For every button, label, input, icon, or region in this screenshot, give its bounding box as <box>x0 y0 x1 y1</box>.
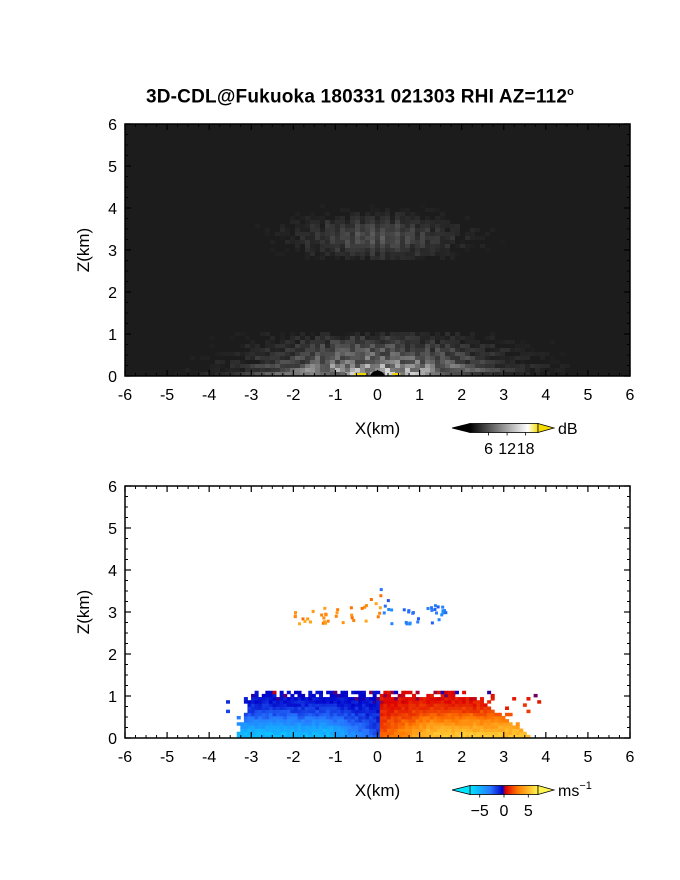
x-tick-label: -3 <box>244 387 258 404</box>
y-tick-label: 2 <box>108 647 117 664</box>
x-tick-label: -4 <box>202 387 216 404</box>
y-tick-label: 5 <box>108 159 117 176</box>
x-tick-label: -5 <box>160 749 174 766</box>
x-tick-label: 3 <box>499 749 508 766</box>
y-tick-label: 0 <box>108 369 117 386</box>
x-tick-label: 2 <box>457 749 466 766</box>
x-tick-label: -6 <box>118 749 132 766</box>
x-tick-label: -2 <box>286 387 300 404</box>
x-tick-label: 0 <box>373 749 382 766</box>
y-tick-label: 1 <box>108 327 117 344</box>
colorbar-1: 6 12 18 dB <box>451 421 578 458</box>
reflectivity-field <box>125 124 630 376</box>
colorbar-tick: 6 <box>484 441 493 458</box>
x-tick-label: -3 <box>244 749 258 766</box>
x-tick-label: 5 <box>583 387 592 404</box>
x-axis-label: X(km) <box>355 781 400 800</box>
y-tick-label: 4 <box>108 201 117 218</box>
y-tick-label: 6 <box>108 479 117 496</box>
y-axis-label: Z(km) <box>74 590 93 634</box>
y-tick-label: 6 <box>108 117 117 134</box>
y-tick-label: 2 <box>108 285 117 302</box>
colorbar-2: −5 0 5 ms−1 <box>451 780 592 820</box>
y-tick-label: 4 <box>108 563 117 580</box>
x-tick-label: 3 <box>499 387 508 404</box>
x-tick-label: 1 <box>415 749 424 766</box>
x-tick-label: 6 <box>626 749 635 766</box>
colorbar-tick: 0 <box>500 803 509 820</box>
y-axis-label: Z(km) <box>74 228 93 272</box>
page-title: 3D-CDL@Fukuoka 180331 021303 RHI AZ=112o <box>145 86 575 108</box>
x-axis-label: X(km) <box>355 419 400 438</box>
y-tick-label: 0 <box>108 731 117 748</box>
x-tick-label: -6 <box>118 387 132 404</box>
colorbar-label: dB <box>558 421 578 438</box>
x-tick-label: -2 <box>286 749 300 766</box>
x-tick-label: 2 <box>457 387 466 404</box>
x-tick-label: 1 <box>415 387 424 404</box>
x-tick-label: -5 <box>160 387 174 404</box>
x-tick-label: 6 <box>626 387 635 404</box>
x-tick-label: 5 <box>583 749 592 766</box>
x-tick-label: -1 <box>328 387 342 404</box>
colorbar-tick: 5 <box>524 803 533 820</box>
x-tick-label: -4 <box>202 749 216 766</box>
velocity-field <box>226 588 542 739</box>
x-tick-label: -1 <box>328 749 342 766</box>
y-tick-label: 3 <box>108 243 117 260</box>
x-tick-label: 0 <box>373 387 382 404</box>
y-tick-label: 3 <box>108 605 117 622</box>
colorbar-tick: 12 <box>498 441 516 458</box>
x-tick-label: 4 <box>541 749 550 766</box>
y-tick-label: 5 <box>108 521 117 538</box>
colorbar-tick: −5 <box>471 803 489 820</box>
colorbar-tick: 18 <box>517 441 535 458</box>
y-tick-label: 1 <box>108 689 117 706</box>
x-tick-label: 4 <box>541 387 550 404</box>
colorbar-label: ms−1 <box>558 780 592 800</box>
